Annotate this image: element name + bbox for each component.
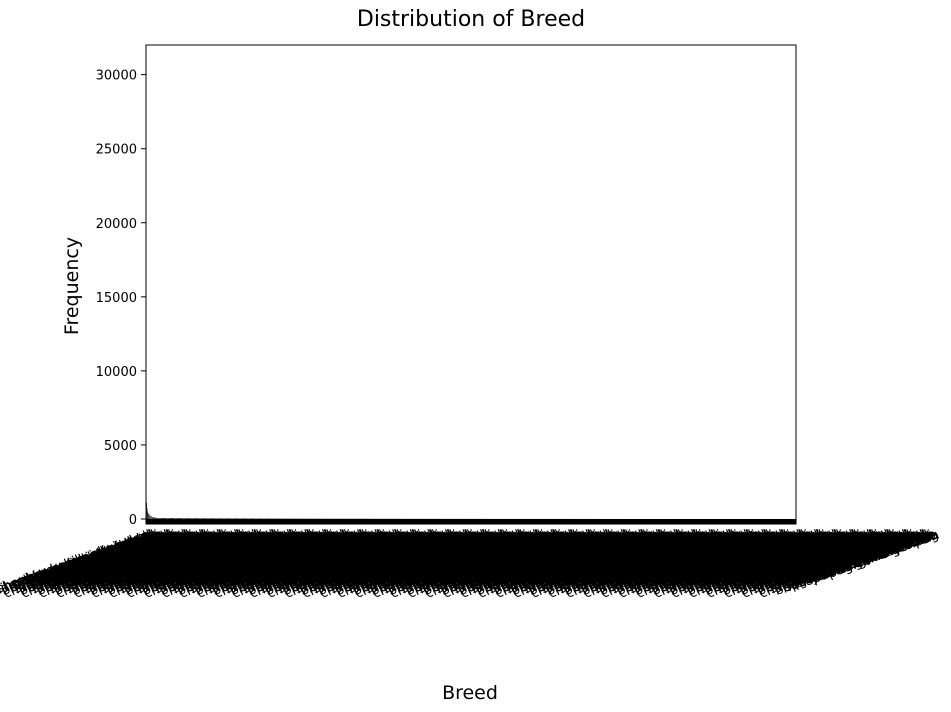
y-tick-label: 10000 — [96, 365, 137, 380]
chart-title: Distribution of Breed — [357, 7, 585, 32]
plot-frame — [145, 44, 797, 525]
y-tick-label: 5000 — [104, 439, 137, 454]
y-tick-label: 20000 — [96, 217, 137, 232]
x-tick-marks — [146, 519, 796, 524]
y-tick-label: 25000 — [96, 143, 137, 158]
y-tick-label: 0 — [129, 513, 137, 528]
y-tick-label: 30000 — [96, 69, 137, 84]
y-axis: 0 5000 10000 15000 20000 25000 30000 — [96, 69, 146, 528]
y-axis-label: Frequency — [61, 237, 83, 335]
y-tick-label: 15000 — [96, 291, 137, 306]
bars-group — [146, 492, 796, 524]
x-axis-label: Breed — [442, 682, 498, 704]
